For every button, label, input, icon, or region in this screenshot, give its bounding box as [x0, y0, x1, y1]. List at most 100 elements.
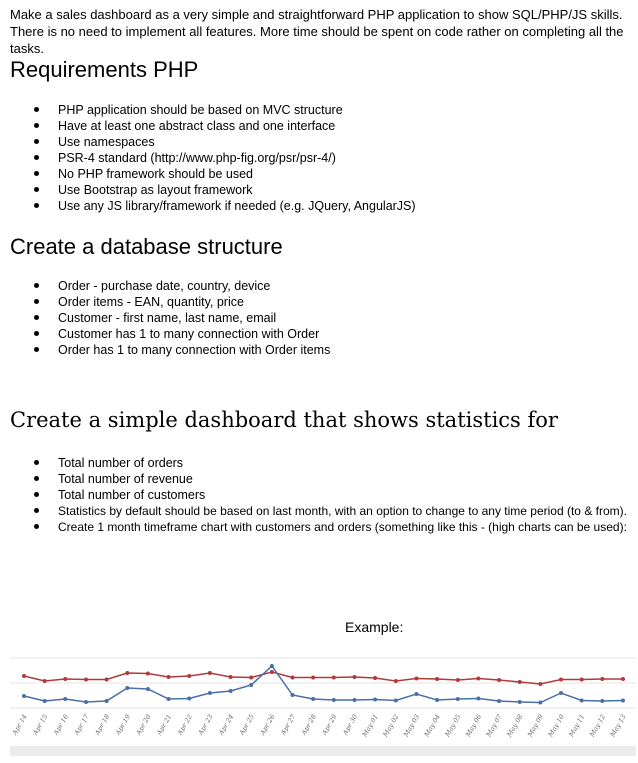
- x-tick-label: Apr 27: [279, 712, 298, 737]
- list-item: Use namespaces: [0, 134, 416, 150]
- x-tick-label: May 10: [546, 713, 566, 739]
- list-item: Use any JS library/framework if needed (…: [0, 198, 416, 214]
- series-2-point: [145, 687, 150, 691]
- series-1-point: [393, 679, 398, 683]
- x-tick-label: Apr 29: [320, 713, 339, 737]
- series-1-point: [497, 678, 502, 682]
- series-1-point: [414, 676, 419, 681]
- heading-dashboard: Create a simple dashboard that shows sta…: [10, 408, 558, 432]
- series-1-point: [476, 676, 481, 681]
- x-tick-label: Apr 16: [51, 713, 70, 737]
- series-line-1: [23, 671, 623, 685]
- heading-requirements-php: Requirements PHP: [10, 57, 199, 82]
- series-2-point: [559, 691, 563, 695]
- series-1-point: [187, 674, 192, 678]
- series-2-point: [579, 698, 584, 703]
- series-1-point: [455, 678, 460, 682]
- series-1-point: [600, 677, 605, 681]
- series-2-point: [187, 696, 192, 701]
- series-1-point: [166, 675, 171, 679]
- series-1-point: [579, 677, 584, 682]
- x-tick-label: Apr 20: [134, 713, 153, 737]
- series-1-point: [290, 675, 295, 680]
- series-2-point: [393, 698, 398, 703]
- series-2-point: [311, 697, 316, 701]
- list-dashboard: Total number of orders Total number of r…: [0, 455, 627, 535]
- example-chart: Apr 14 Apr 15 Apr 16 Apr 17 Apr 18 Apr 19 Apr …: [10, 657, 636, 739]
- series-1-point: [228, 675, 233, 679]
- heading-database-structure: Create a database structure: [10, 234, 283, 259]
- series-2-point: [621, 698, 625, 703]
- x-tick-label: Apr 24: [217, 713, 236, 737]
- list-item: Order items - EAN, quantity, price: [0, 294, 330, 310]
- x-tick-label: May 02: [381, 713, 401, 739]
- series-2-point: [517, 700, 522, 704]
- series-line-2: [23, 664, 624, 704]
- series-1-point: [331, 675, 336, 680]
- series-2-point: [538, 700, 543, 705]
- list-item: Total number of orders: [0, 455, 627, 471]
- x-tick-label: Apr 23: [196, 713, 215, 737]
- series-1-point: [125, 671, 130, 675]
- x-tick-label: May 09: [525, 713, 545, 739]
- x-tick-label: May 12: [587, 713, 607, 739]
- series-1-point: [42, 679, 47, 683]
- list-item: No PHP framework should be used: [0, 166, 416, 182]
- x-tick-label: May 08: [505, 713, 525, 739]
- series-2-point: [352, 698, 357, 702]
- list-item: Total number of customers: [0, 487, 627, 503]
- x-tick-label: May 04: [422, 713, 442, 739]
- x-tick-label: May 07: [484, 712, 504, 739]
- list-item: Have at least one abstract class and one…: [0, 118, 416, 134]
- x-tick-label: Apr 19: [113, 713, 132, 737]
- series-2-point: [22, 694, 26, 698]
- series-2-point: [249, 683, 254, 687]
- x-tick-label: Apr 30: [341, 713, 360, 737]
- series-2-point: [373, 697, 378, 702]
- x-tick-label: Apr 25: [237, 713, 256, 737]
- series-1-point: [145, 671, 150, 676]
- x-tick-label: Apr 17: [72, 712, 91, 737]
- x-tick-label: May 03: [401, 713, 421, 739]
- series-1-point: [311, 675, 316, 680]
- series-2-point: [414, 692, 419, 696]
- x-tick-label: May 11: [567, 713, 587, 739]
- x-tick-label: Apr 22: [175, 713, 194, 737]
- series-2-point: [104, 699, 109, 703]
- list-item: PSR-4 standard (http://www.php-fig.org/p…: [0, 150, 416, 166]
- list-item: Total number of revenue: [0, 471, 627, 487]
- series-2-point: [331, 698, 336, 702]
- x-tick-label: Apr 28: [299, 713, 318, 737]
- series-2-point: [290, 693, 295, 697]
- list-database-structure: Order - purchase date, country, device O…: [0, 278, 330, 358]
- series-2-point: [125, 686, 130, 690]
- x-tick-label: Apr 21: [155, 713, 174, 737]
- series-2-point: [600, 699, 605, 703]
- series-2-point: [84, 700, 88, 704]
- list-item: Customer has 1 to many connection with O…: [0, 326, 330, 342]
- series-2-point: [269, 664, 274, 668]
- series-1-point: [373, 676, 378, 680]
- list-item: Statistics by default should be based on…: [0, 503, 627, 519]
- example-label: Example:: [345, 619, 404, 635]
- series-2-point: [207, 691, 212, 695]
- x-tick-label: Apr 15: [31, 713, 50, 737]
- series-2-point: [455, 697, 460, 701]
- series-2-point: [42, 699, 47, 703]
- list-item: Use Bootstrap as layout framework: [0, 182, 416, 198]
- series-1-point: [207, 671, 212, 675]
- series-2-point: [497, 699, 502, 703]
- chart-x-axis: Apr 14 Apr 15 Apr 16 Apr 17 Apr 18 Apr 19 Apr …: [10, 712, 628, 739]
- series-1-point: [435, 677, 440, 681]
- x-tick-label: May 13: [608, 713, 628, 739]
- x-tick-label: Apr 18: [93, 713, 112, 737]
- series-1-point: [621, 677, 625, 681]
- series-2-point: [228, 689, 233, 693]
- x-tick-label: May 06: [463, 713, 483, 739]
- list-item: Create 1 month timeframe chart with cust…: [0, 519, 627, 535]
- list-requirements-php: PHP application should be based on MVC s…: [0, 102, 416, 214]
- series-2-point: [166, 697, 171, 701]
- list-item: PHP application should be based on MVC s…: [0, 102, 416, 118]
- horizontal-scrollbar[interactable]: [10, 746, 636, 756]
- chart-series: [22, 664, 625, 705]
